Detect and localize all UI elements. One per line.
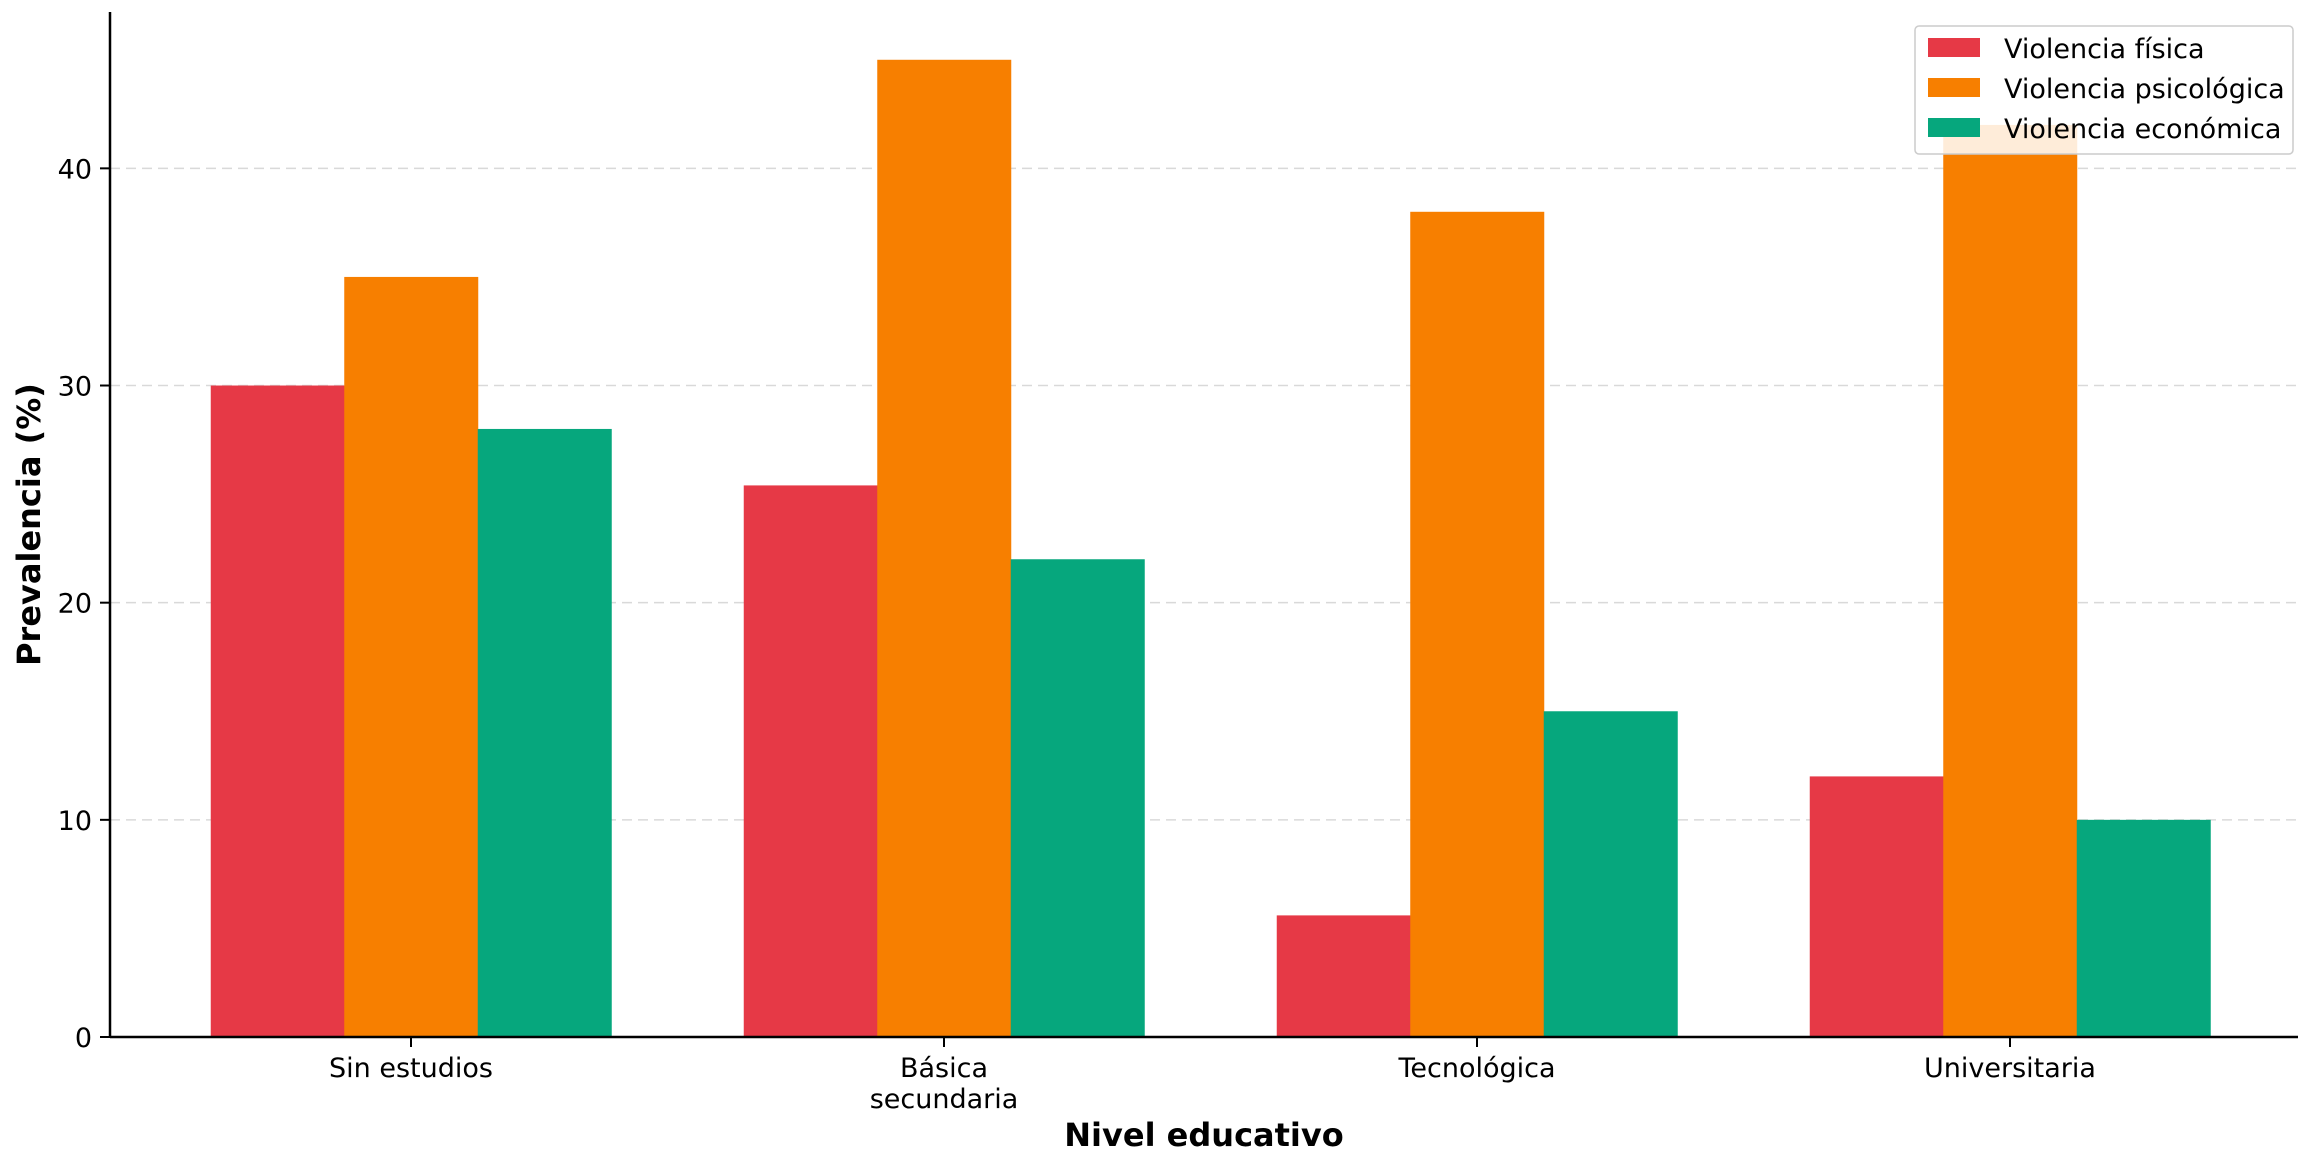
x-tick-label: Básica secundaria [870,1053,1019,1115]
x-ticks: Sin estudios Básica secundaria Tecnológica U… [329,1037,2096,1115]
bar [1410,211,1545,1037]
legend-label: Violencia económica [2004,114,2281,145]
x-tick-label: Universitaria [1924,1053,2096,1084]
bar [2076,819,2211,1037]
x-tick-label: Tecnológica [1397,1053,1555,1084]
bar [1943,124,2078,1038]
legend-swatch [1928,118,1980,137]
bar [210,385,345,1037]
legend-swatch [1928,78,1980,97]
legend-label: Violencia física [2004,34,2205,65]
axes [108,12,2298,1039]
legend-frame [1914,25,2294,155]
y-tick-label: 30 [58,372,92,403]
bar [477,428,612,1037]
x-tick-label: Sin estudios [329,1053,493,1084]
legend-swatch [1928,38,1980,57]
gridlines [110,167,2298,821]
bar [1010,559,1145,1037]
y-ticks: 0 10 20 30 40 [58,154,110,1054]
y-tick-label: 20 [58,589,92,620]
x-axis-title: Nivel educativo [1064,1116,1343,1152]
y-tick-label: 40 [58,154,92,185]
bar [1543,711,1678,1037]
y-tick-label: 10 [58,806,92,837]
bar [877,59,1012,1037]
bar [344,276,479,1038]
legend: Violencia física Violencia psicológica Vio… [1914,25,2294,155]
bar [1809,776,1944,1037]
bar [1276,915,1411,1037]
y-axis-title: Prevalencia (%) [10,383,48,666]
y-tick-label: 0 [75,1023,92,1054]
bar [743,485,878,1037]
legend-label: Violencia psicológica [2004,74,2285,105]
bars [210,59,2211,1038]
